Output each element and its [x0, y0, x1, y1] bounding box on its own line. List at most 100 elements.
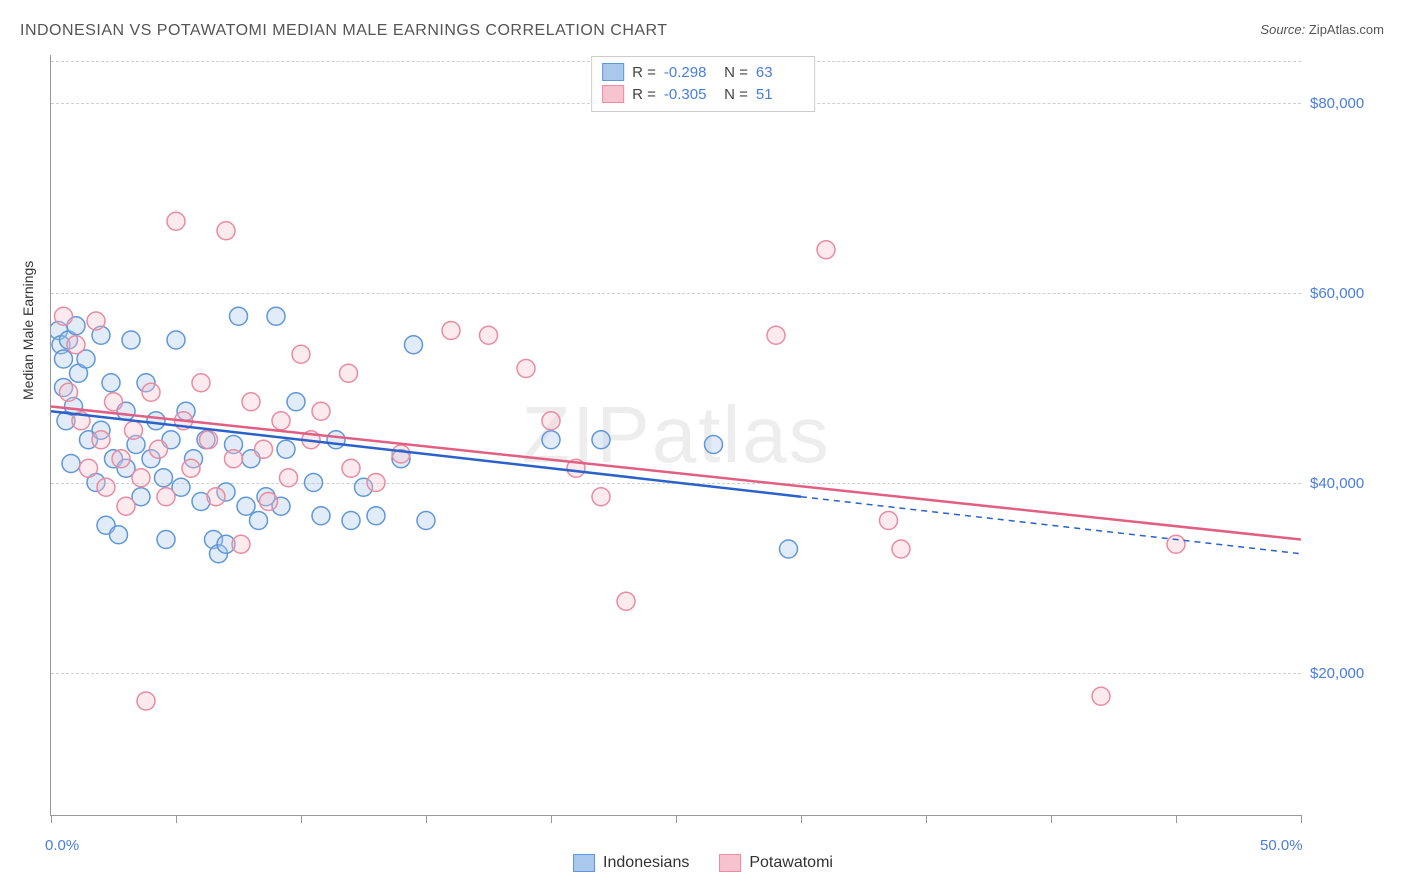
stat-n-value: 51 — [756, 86, 804, 103]
x-tick — [676, 815, 677, 823]
data-point — [272, 412, 290, 430]
data-point — [137, 692, 155, 710]
data-point — [312, 402, 330, 420]
stat-n-label: N = — [720, 64, 748, 81]
data-point — [237, 497, 255, 515]
data-point — [767, 326, 785, 344]
stat-r-value: -0.305 — [664, 86, 712, 103]
data-point — [392, 445, 410, 463]
trend-line-extrapolated — [801, 497, 1301, 554]
x-tick — [1051, 815, 1052, 823]
data-point — [182, 459, 200, 477]
data-point — [892, 540, 910, 558]
legend-swatch — [573, 854, 595, 872]
data-point — [817, 241, 835, 259]
data-point — [312, 507, 330, 525]
x-tick — [1301, 815, 1302, 823]
data-point — [617, 592, 635, 610]
data-point — [97, 478, 115, 496]
data-point — [67, 336, 85, 354]
data-point — [217, 222, 235, 240]
data-point — [207, 488, 225, 506]
data-point — [125, 421, 143, 439]
data-point — [405, 336, 423, 354]
y-tick-label: $20,000 — [1310, 665, 1364, 682]
data-point — [142, 383, 160, 401]
data-point — [200, 431, 218, 449]
data-point — [592, 488, 610, 506]
data-point — [517, 360, 535, 378]
source-attribution: Source: ZipAtlas.com — [1260, 22, 1384, 37]
data-point — [1167, 535, 1185, 553]
data-point — [1092, 687, 1110, 705]
data-point — [542, 431, 560, 449]
data-point — [167, 331, 185, 349]
stat-n-value: 63 — [756, 64, 804, 81]
data-point — [780, 540, 798, 558]
data-point — [480, 326, 498, 344]
x-tick — [801, 815, 802, 823]
stat-n-label: N = — [720, 86, 748, 103]
data-point — [367, 474, 385, 492]
data-point — [192, 374, 210, 392]
series-legend: Indonesians Potawatomi — [573, 854, 833, 872]
x-tick-label: 0.0% — [45, 837, 79, 854]
data-point — [250, 512, 268, 530]
data-point — [260, 493, 278, 511]
x-tick — [551, 815, 552, 823]
x-tick — [301, 815, 302, 823]
trend-line — [51, 407, 1301, 540]
data-point — [232, 535, 250, 553]
data-point — [105, 393, 123, 411]
chart-title: INDONESIAN VS POTAWATOMI MEDIAN MALE EAR… — [20, 22, 668, 40]
data-point — [110, 526, 128, 544]
stats-legend-row: R = -0.298 N = 63 — [602, 61, 804, 83]
data-point — [80, 459, 98, 477]
data-point — [880, 512, 898, 530]
data-point — [150, 440, 168, 458]
data-point — [267, 307, 285, 325]
data-point — [155, 469, 173, 487]
x-tick — [926, 815, 927, 823]
data-point — [55, 307, 73, 325]
data-point — [60, 383, 78, 401]
legend-item: Indonesians — [573, 854, 689, 872]
x-tick-label: 50.0% — [1260, 837, 1303, 854]
stats-legend-row: R = -0.305 N = 51 — [602, 83, 804, 105]
data-point — [167, 212, 185, 230]
data-point — [92, 431, 110, 449]
source-value: ZipAtlas.com — [1309, 22, 1384, 37]
y-tick-label: $40,000 — [1310, 475, 1364, 492]
data-point — [287, 393, 305, 411]
data-point — [542, 412, 560, 430]
legend-label: Indonesians — [603, 854, 689, 872]
legend-label: Potawatomi — [749, 854, 833, 872]
x-tick — [426, 815, 427, 823]
data-point — [342, 459, 360, 477]
plot-area: ZIPatlas — [50, 55, 1301, 816]
y-axis-label: Median Male Earnings — [20, 261, 36, 400]
data-point — [255, 440, 273, 458]
data-point — [112, 450, 130, 468]
y-tick-label: $80,000 — [1310, 95, 1364, 112]
x-tick — [1176, 815, 1177, 823]
x-tick — [51, 815, 52, 823]
legend-item: Potawatomi — [719, 854, 833, 872]
chart-svg — [51, 55, 1301, 815]
stat-r-label: R = — [632, 86, 656, 103]
data-point — [157, 488, 175, 506]
stat-r-label: R = — [632, 64, 656, 81]
data-point — [277, 440, 295, 458]
data-point — [292, 345, 310, 363]
x-tick — [176, 815, 177, 823]
legend-swatch — [602, 63, 624, 81]
data-point — [280, 469, 298, 487]
data-point — [157, 531, 175, 549]
data-point — [225, 450, 243, 468]
y-tick-label: $60,000 — [1310, 285, 1364, 302]
stat-r-value: -0.298 — [664, 64, 712, 81]
data-point — [62, 455, 80, 473]
source-label: Source: — [1260, 22, 1305, 37]
stats-legend: R = -0.298 N = 63 R = -0.305 N = 51 — [591, 56, 815, 112]
data-point — [327, 431, 345, 449]
